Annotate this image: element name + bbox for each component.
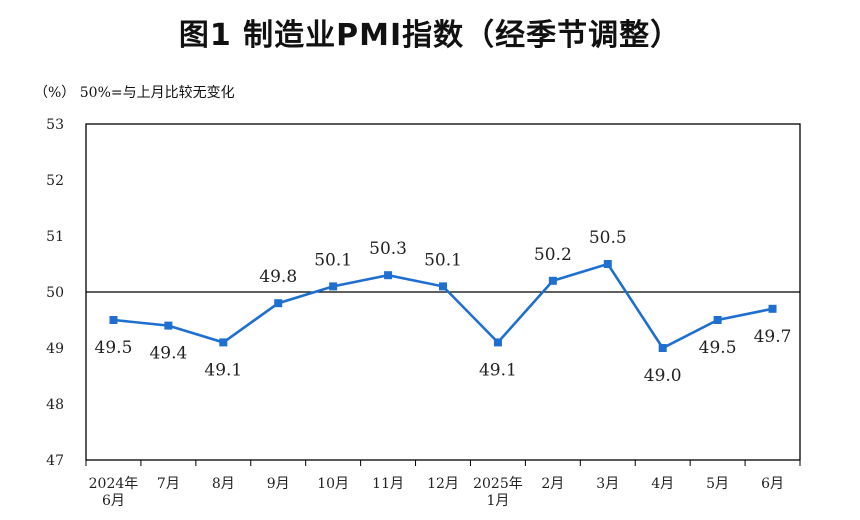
x-tick-label: 2月 — [541, 476, 564, 492]
data-label: 49.1 — [204, 360, 242, 380]
y-tick-label: 49 — [46, 341, 64, 357]
data-label: 50.1 — [314, 250, 352, 270]
data-point — [713, 316, 722, 324]
y-tick-label: 50 — [46, 285, 64, 301]
data-point — [493, 338, 502, 347]
data-label: 50.1 — [424, 250, 462, 270]
data-point — [439, 282, 447, 291]
data-point — [274, 299, 283, 308]
data-point — [768, 304, 777, 313]
data-label: 50.2 — [534, 245, 572, 265]
y-tick-label: 51 — [46, 229, 64, 245]
y-tick-label: 52 — [46, 173, 64, 189]
data-label: 49.5 — [699, 338, 737, 358]
data-label: 49.0 — [644, 366, 682, 386]
data-label: 50.3 — [369, 239, 407, 259]
chart-title: 图1 制造业PMI指数（经季节调整） — [178, 18, 682, 53]
data-label: 49.1 — [479, 360, 517, 380]
data-label: 49.4 — [149, 344, 187, 364]
series-line — [113, 262, 773, 350]
data-point — [603, 260, 612, 268]
data-point — [329, 282, 338, 291]
data-label: 50.5 — [589, 228, 627, 248]
x-tick-label: 6月 — [102, 493, 125, 509]
data-point — [548, 276, 557, 285]
y-tick-label: 53 — [46, 117, 64, 133]
y-tick-label: 47 — [46, 453, 64, 469]
x-tick-label: 6月 — [761, 476, 784, 492]
x-tick-label: 8月 — [212, 476, 235, 492]
x-tick-label: 2024年 — [89, 476, 139, 492]
data-label: 49.5 — [95, 338, 133, 358]
x-tick-label: 1月 — [486, 493, 509, 509]
data-point — [164, 321, 173, 330]
data-point — [384, 271, 393, 280]
y-tick-label: 48 — [46, 397, 64, 413]
x-tick-label: 10月 — [317, 476, 349, 492]
data-point — [109, 316, 118, 324]
x-tick-label: 9月 — [267, 476, 290, 492]
data-label: 49.7 — [754, 327, 792, 347]
data-point — [219, 338, 228, 347]
unit-note: （%） 50%=与上月比较无变化 — [34, 85, 235, 101]
x-tick-label: 12月 — [427, 476, 459, 492]
x-tick-label: 7月 — [157, 476, 180, 492]
data-point — [658, 344, 667, 352]
data-label: 49.8 — [259, 267, 297, 287]
x-tick-label: 4月 — [651, 476, 674, 492]
x-tick-label: 5月 — [706, 476, 729, 492]
x-tick-label: 2025年 — [473, 476, 523, 492]
x-tick-label: 3月 — [596, 476, 619, 492]
x-tick-label: 11月 — [372, 476, 404, 492]
